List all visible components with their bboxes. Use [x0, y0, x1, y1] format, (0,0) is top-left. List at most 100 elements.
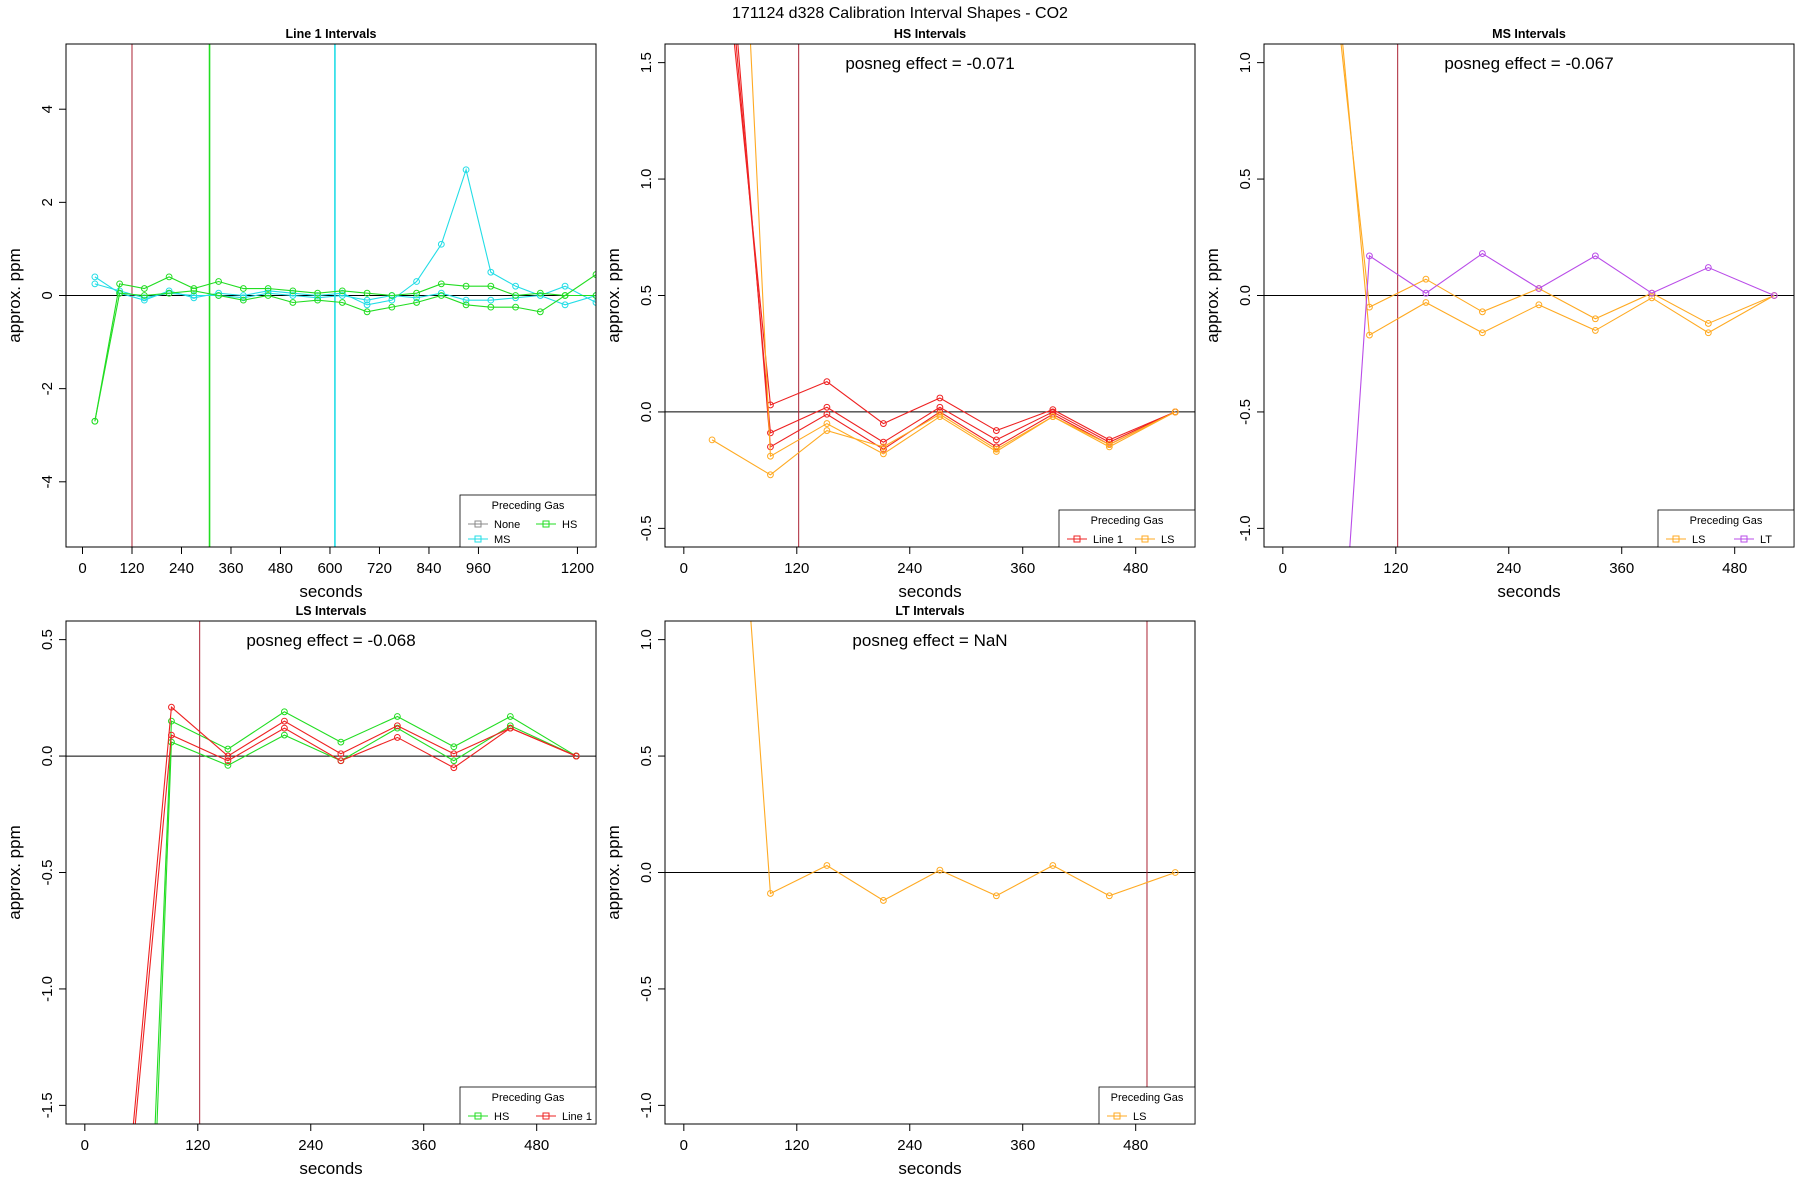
data-point [437, 240, 445, 248]
x-tick-label: 960 [466, 560, 491, 577]
data-point [1770, 292, 1778, 299]
y-tick-label: -1.5 [39, 1092, 56, 1118]
data-point [487, 303, 495, 311]
data-point [1366, 331, 1373, 339]
data-point [190, 292, 198, 299]
data-point [747, 25, 753, 31]
data-point [131, 1137, 137, 1143]
data-point [536, 308, 544, 316]
x-tick-label: 600 [317, 560, 342, 577]
plot-frame [1263, 43, 1795, 548]
data-point [140, 294, 148, 302]
y-tick-label: 1.0 [638, 169, 655, 190]
data-point [1105, 892, 1113, 900]
data-point [1479, 250, 1486, 257]
data-point [992, 436, 1000, 444]
y-tick-label: 4 [39, 105, 56, 113]
x-axis-label: seconds [898, 582, 961, 601]
data-point [314, 296, 321, 304]
legend: Preceding Gas Line 1 LS [1058, 509, 1196, 548]
x-axis-label: seconds [299, 582, 362, 601]
data-point [992, 892, 1000, 900]
data-point [289, 299, 297, 306]
panel-title: MS Intervals [1492, 27, 1566, 41]
legend-entry: Line 1 [562, 1111, 592, 1123]
series-line-ls [1342, 44, 1775, 336]
data-point [393, 734, 401, 741]
series-line-hs [94, 290, 596, 422]
legend-entry: HS [494, 1111, 509, 1123]
data-point [561, 301, 569, 309]
panel-3: MS Intervals posneg effect = -0.067 second… [1203, 27, 1795, 601]
legend-box [1098, 1086, 1196, 1125]
data-point [936, 394, 944, 402]
x-tick-label: 840 [416, 560, 441, 577]
data-point [116, 280, 124, 288]
series-line-ls [711, 411, 1176, 476]
legend-swatch-marker [1073, 535, 1081, 543]
data-point [224, 745, 232, 753]
data-point [1171, 869, 1179, 876]
data-point [536, 289, 544, 297]
data-point [140, 292, 148, 299]
x-tick-label: 0 [1279, 560, 1287, 577]
data-point [880, 438, 887, 446]
data-point [1648, 289, 1656, 297]
series-line-ms [94, 167, 596, 306]
data-point [413, 294, 420, 302]
data-point [314, 289, 321, 297]
x-tick-label: 480 [1123, 560, 1148, 577]
data-point [1479, 308, 1486, 316]
x-tick-label: 480 [268, 560, 293, 577]
data-point [289, 287, 297, 295]
legend-entry: LS [1161, 534, 1174, 546]
data-point [708, 436, 716, 444]
y-tick-label: 0.5 [39, 629, 56, 650]
data-point [880, 450, 887, 458]
data-point [462, 296, 470, 304]
data-point [561, 292, 569, 299]
data-point [116, 289, 124, 297]
data-point [992, 427, 1000, 434]
data-point [1105, 443, 1113, 451]
x-tick-label: 360 [1010, 1137, 1035, 1154]
panel-title: Line 1 Intervals [285, 27, 376, 41]
y-tick-label: -0.5 [39, 860, 56, 886]
y-tick-label: 0.0 [39, 746, 56, 767]
data-point [767, 452, 774, 460]
data-point [734, 25, 740, 31]
plot-area [1264, 44, 1794, 547]
series-line-hs [154, 711, 577, 1124]
data-point [1422, 299, 1430, 306]
data-point [1704, 329, 1712, 337]
data-point [393, 722, 401, 730]
series-line-hs [156, 725, 577, 1124]
legend: Preceding Gas HS Line 1 [459, 1086, 597, 1125]
data-point [1591, 327, 1599, 334]
x-tick-label: 240 [169, 560, 194, 577]
x-tick-label: 360 [1609, 560, 1634, 577]
data-point [437, 292, 445, 299]
legend-title: Preceding Gas [1111, 1092, 1184, 1104]
data-point [823, 862, 831, 869]
data-point [337, 738, 345, 746]
y-axis-label: approx. ppm [5, 825, 24, 920]
x-axis-label: seconds [299, 1159, 362, 1178]
data-point [239, 292, 247, 299]
data-point [363, 296, 371, 304]
plot-frame [664, 43, 1196, 548]
data-point [880, 897, 887, 904]
y-tick-label: 2 [39, 198, 56, 206]
data-point [823, 378, 831, 386]
data-point [1648, 294, 1656, 302]
x-tick-label: 240 [1496, 560, 1521, 577]
x-tick-label: 120 [185, 1137, 210, 1154]
data-point [487, 268, 495, 276]
data-point [413, 278, 420, 285]
legend-swatch-marker [474, 520, 482, 528]
data-point [730, 25, 736, 31]
data-point [1591, 252, 1599, 260]
posneg-annotation: posneg effect = -0.071 [845, 54, 1014, 73]
y-tick-label: -2 [39, 382, 56, 395]
series-line-hs [94, 274, 596, 422]
